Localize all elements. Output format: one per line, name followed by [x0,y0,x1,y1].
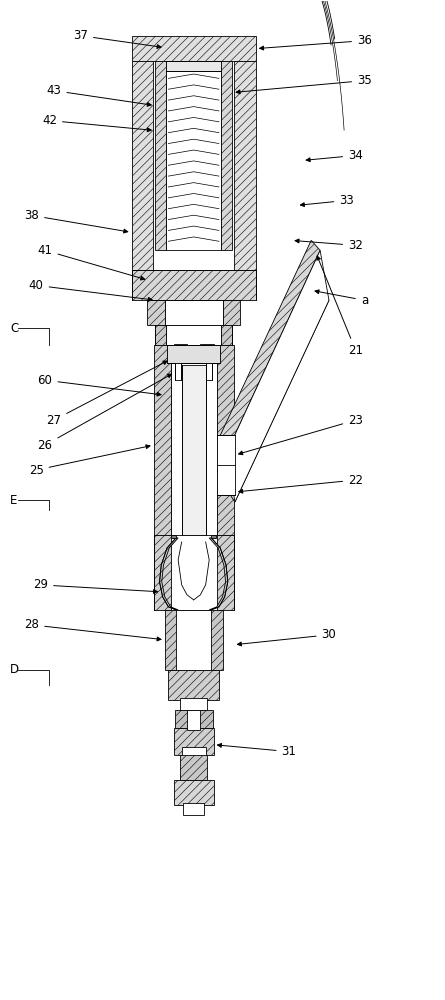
Bar [132,61,153,270]
Polygon shape [227,250,329,502]
Text: a: a [315,290,368,307]
Text: 41: 41 [37,244,145,280]
Text: 26: 26 [37,374,172,452]
Bar [174,780,214,805]
Text: 38: 38 [24,209,128,233]
Bar [166,325,221,345]
Text: 33: 33 [300,194,354,207]
Bar [166,61,221,71]
Bar [165,300,222,325]
Bar [235,61,256,270]
Bar [217,535,234,610]
Bar [168,670,219,700]
Bar [165,610,222,670]
Text: 34: 34 [306,149,363,162]
Bar [187,710,200,730]
Bar [175,363,181,380]
Bar [217,435,235,495]
Bar [174,728,214,755]
Text: 32: 32 [295,239,363,252]
Text: 37: 37 [73,29,161,48]
Bar [180,755,207,780]
Polygon shape [159,538,178,610]
Text: E: E [10,493,18,506]
Bar [183,803,204,815]
Bar [132,36,256,61]
Bar [217,345,234,535]
Polygon shape [209,538,228,610]
Text: D: D [9,663,19,676]
Bar [171,535,176,538]
Bar [167,345,220,363]
Text: 28: 28 [24,618,161,641]
Text: 42: 42 [42,114,151,132]
Text: 30: 30 [238,628,336,646]
Polygon shape [218,240,320,452]
Bar [182,365,206,535]
Bar [211,535,216,538]
Bar [221,325,232,345]
Bar [174,344,187,352]
Bar [170,345,217,535]
Text: 31: 31 [218,743,296,758]
Bar [222,300,240,325]
Bar [200,344,214,352]
Text: 40: 40 [29,279,152,301]
Bar [174,710,213,728]
Bar [147,300,165,325]
Bar [166,61,221,250]
Text: 35: 35 [236,74,372,94]
Bar [176,610,211,670]
Text: 23: 23 [239,414,363,455]
Bar [206,363,212,380]
Bar [221,61,232,250]
Text: 29: 29 [33,578,158,593]
Text: 36: 36 [259,34,372,50]
Text: 22: 22 [239,474,363,493]
Text: 43: 43 [46,84,151,106]
Text: 25: 25 [29,445,150,477]
Bar [154,345,170,535]
Polygon shape [227,290,329,502]
Text: C: C [10,322,18,335]
Bar [154,535,170,610]
Text: 27: 27 [46,361,167,427]
Text: 21: 21 [317,256,363,357]
Bar [180,698,207,710]
Text: 60: 60 [38,374,161,396]
Bar [132,270,256,300]
Bar [167,345,220,363]
Bar [155,61,166,250]
Bar [155,325,166,345]
Bar [182,747,206,757]
